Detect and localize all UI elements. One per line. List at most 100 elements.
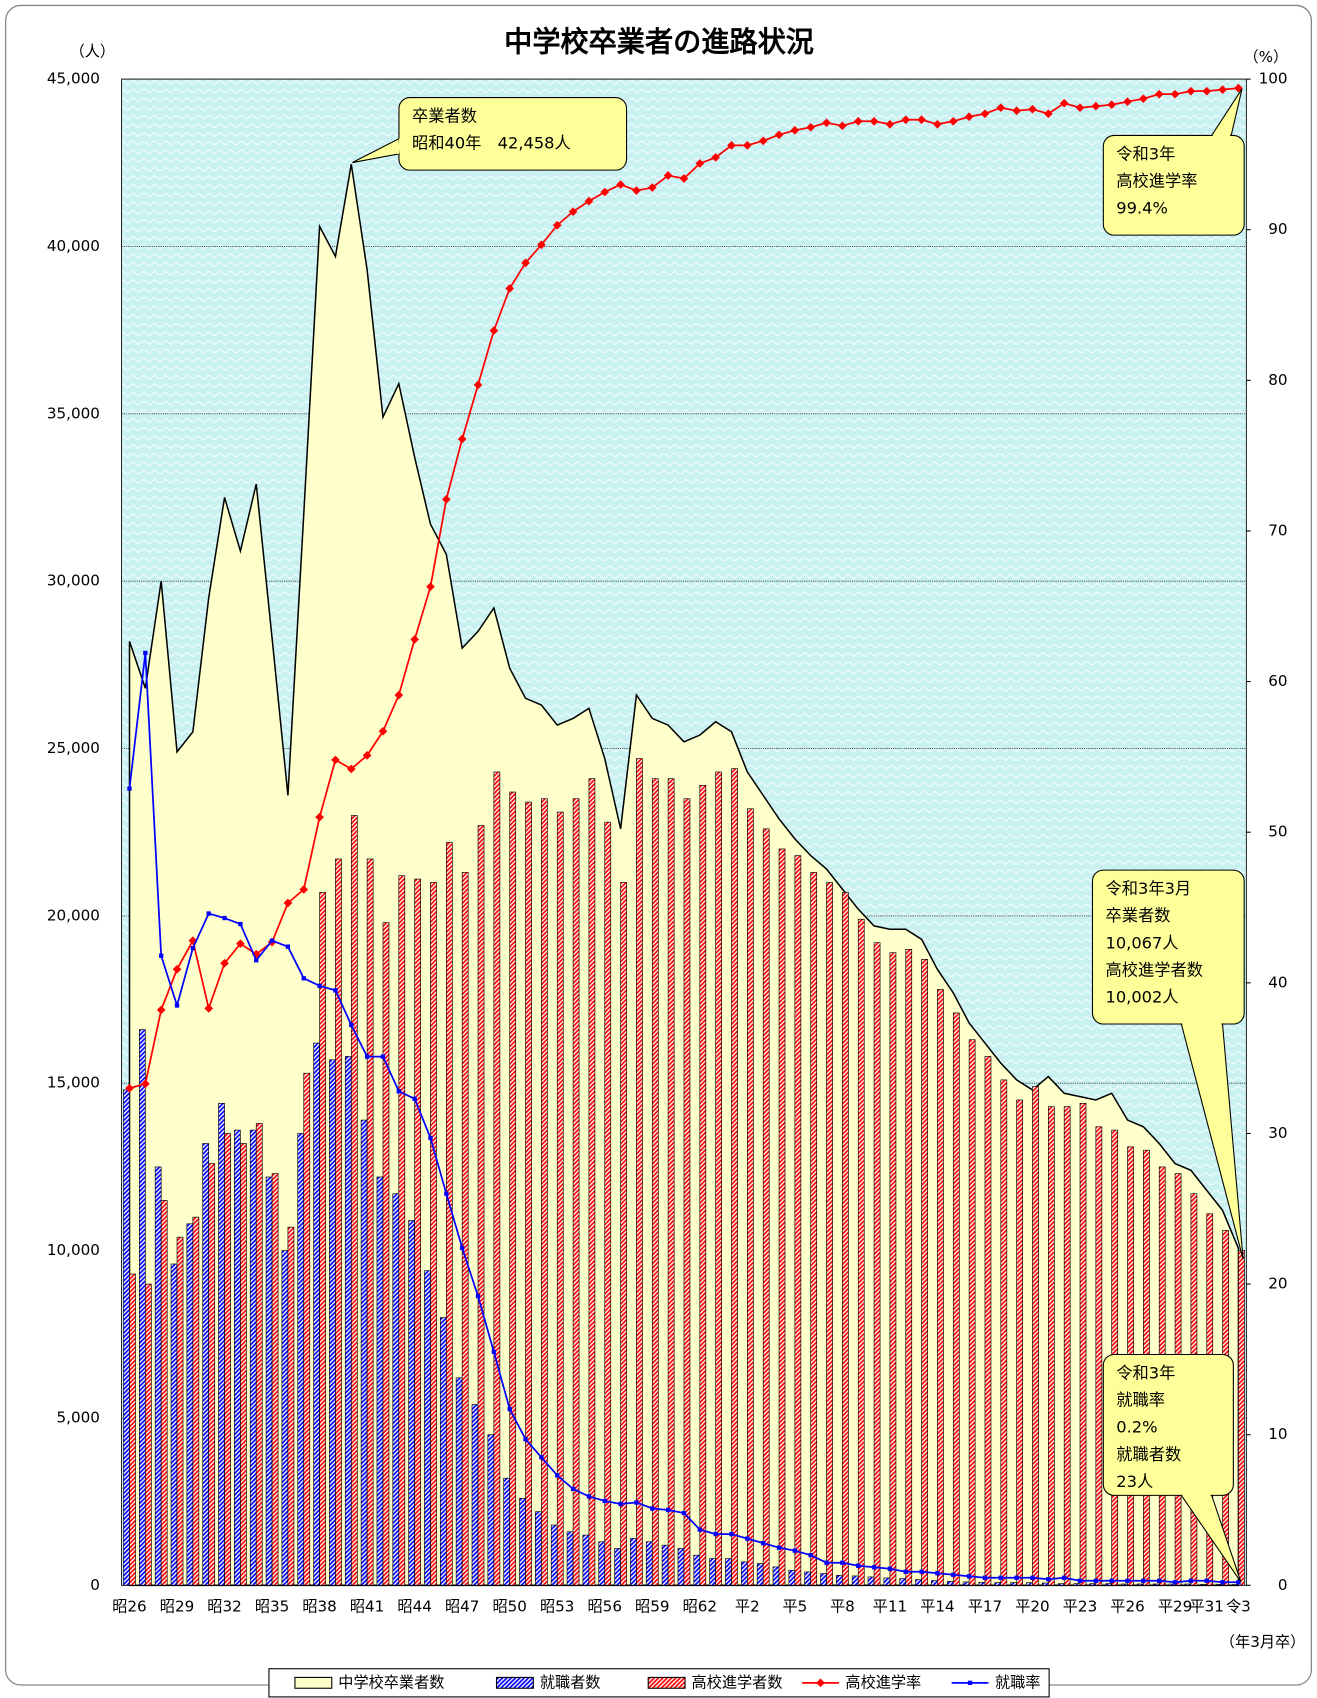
y2-tick-label: 50 bbox=[1268, 823, 1287, 841]
marker bbox=[190, 946, 196, 951]
marker bbox=[681, 1510, 687, 1516]
bar bbox=[503, 1477, 511, 1586]
bar bbox=[240, 1143, 247, 1586]
marker bbox=[1170, 89, 1180, 99]
bar bbox=[170, 1263, 178, 1586]
y2-tick-label: 100 bbox=[1259, 70, 1288, 88]
bar bbox=[725, 1558, 732, 1586]
bar bbox=[123, 1089, 130, 1586]
bar bbox=[693, 1554, 701, 1586]
marker bbox=[838, 121, 847, 131]
bar bbox=[234, 1129, 241, 1586]
marker bbox=[568, 207, 578, 216]
marker bbox=[887, 1566, 893, 1571]
bar bbox=[439, 1317, 447, 1586]
bar bbox=[265, 1176, 273, 1586]
bar bbox=[160, 1200, 168, 1586]
bar bbox=[271, 1173, 279, 1586]
x-note: （年3月卒） bbox=[1220, 1633, 1305, 1651]
bar bbox=[509, 791, 517, 1586]
marker bbox=[998, 1575, 1003, 1580]
y2-tick-label: 80 bbox=[1268, 371, 1287, 389]
bar bbox=[883, 1577, 891, 1586]
bar bbox=[667, 778, 675, 1586]
y-tick-label: 35,000 bbox=[47, 404, 100, 422]
marker bbox=[919, 1569, 924, 1574]
bar bbox=[937, 989, 944, 1586]
bar bbox=[366, 858, 374, 1586]
x-tick-label: 平17 bbox=[968, 1597, 1002, 1615]
x-tick-label: 昭59 bbox=[635, 1597, 669, 1615]
marker bbox=[618, 1501, 623, 1507]
bar bbox=[804, 1571, 812, 1586]
bar bbox=[952, 1012, 960, 1586]
bar bbox=[905, 949, 913, 1586]
x-tick-label: 平8 bbox=[830, 1597, 855, 1615]
x-tick-label: 平23 bbox=[1063, 1597, 1097, 1615]
bar bbox=[778, 848, 786, 1586]
bar bbox=[899, 1578, 907, 1586]
annotation-text: 10,002人 bbox=[1105, 987, 1178, 1006]
marker bbox=[951, 1572, 956, 1577]
marker bbox=[1218, 85, 1227, 94]
bar bbox=[329, 1059, 336, 1586]
bar bbox=[931, 1580, 938, 1586]
annotation-text: 令和3年 bbox=[1116, 144, 1175, 163]
y-tick-label: 10,000 bbox=[47, 1241, 100, 1259]
bar bbox=[604, 821, 612, 1586]
marker bbox=[1109, 1578, 1114, 1583]
bar bbox=[968, 1039, 976, 1586]
bar bbox=[630, 1538, 637, 1586]
marker bbox=[362, 751, 372, 760]
marker bbox=[222, 915, 227, 921]
bar bbox=[525, 801, 532, 1586]
marker bbox=[141, 1079, 150, 1089]
marker bbox=[1046, 1577, 1051, 1582]
bar bbox=[154, 1166, 162, 1586]
bar bbox=[582, 1534, 590, 1586]
marker bbox=[380, 1054, 386, 1059]
bar bbox=[762, 828, 770, 1586]
bar bbox=[699, 785, 707, 1586]
legend-label: 就職者数 bbox=[540, 1673, 601, 1691]
annotation-text: 就職者数 bbox=[1116, 1445, 1181, 1464]
bar bbox=[984, 1056, 992, 1586]
y2-tick-label: 30 bbox=[1268, 1124, 1287, 1142]
marker bbox=[317, 983, 322, 989]
annotation-text: 高校進学者数 bbox=[1105, 960, 1203, 979]
marker bbox=[808, 1553, 813, 1558]
marker bbox=[856, 1563, 861, 1568]
marker bbox=[1188, 1578, 1194, 1583]
marker bbox=[966, 1574, 972, 1579]
annotation-text: 0.2% bbox=[1116, 1418, 1157, 1437]
x-tick-label: 昭29 bbox=[160, 1597, 194, 1615]
bar bbox=[477, 825, 485, 1586]
y-tick-label: 30,000 bbox=[47, 572, 100, 590]
bar bbox=[810, 872, 818, 1586]
marker bbox=[1123, 97, 1132, 107]
marker bbox=[586, 1494, 592, 1499]
marker bbox=[285, 944, 291, 949]
bar bbox=[192, 1216, 200, 1586]
bar bbox=[1048, 1106, 1055, 1586]
marker bbox=[125, 1083, 134, 1093]
marker bbox=[206, 911, 211, 916]
bar bbox=[709, 1558, 716, 1586]
bar bbox=[541, 798, 548, 1586]
y2-tick-label: 0 bbox=[1278, 1576, 1288, 1594]
bar bbox=[715, 771, 722, 1586]
bar bbox=[651, 778, 659, 1586]
bar bbox=[202, 1143, 210, 1586]
marker bbox=[412, 1096, 417, 1101]
marker bbox=[634, 1500, 639, 1505]
bar bbox=[614, 1548, 621, 1586]
marker bbox=[792, 1548, 798, 1553]
bar bbox=[889, 952, 897, 1586]
bar bbox=[218, 1102, 225, 1586]
legend-swatch bbox=[647, 1676, 686, 1689]
x-tick-label: 平11 bbox=[873, 1597, 907, 1615]
bar bbox=[382, 922, 390, 1586]
bar bbox=[1079, 1102, 1087, 1586]
legend-label: 高校進学率 bbox=[845, 1673, 921, 1691]
